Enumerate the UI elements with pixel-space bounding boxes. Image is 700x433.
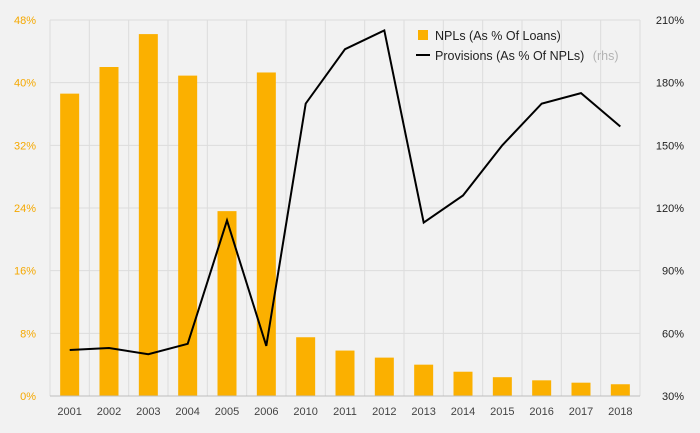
left-axis-tick-label: 32% (14, 140, 36, 152)
right-axis-tick-label: 150% (656, 140, 684, 152)
x-axis-tick-label: 2015 (490, 406, 514, 418)
x-axis-tick-label: 2005 (215, 406, 239, 418)
left-axis-tick-label: 16% (14, 266, 36, 278)
x-axis-tick-label: 2012 (372, 406, 396, 418)
x-axis-tick-label: 2018 (608, 406, 632, 418)
left-axis-tick-label: 40% (14, 78, 36, 90)
left-axis-tick-label: 0% (20, 391, 36, 403)
bar (335, 350, 355, 396)
left-axis-tick-label: 8% (20, 328, 36, 340)
right-axis-tick-label: 30% (662, 391, 684, 403)
bar (610, 384, 630, 396)
bar-series (60, 34, 630, 396)
legend-label-provisions-name: Provisions (As % Of NPLs) (435, 49, 584, 63)
right-axis-tick-label: 210% (656, 15, 684, 27)
bar (571, 382, 591, 396)
right-axis-tick-label: 120% (656, 203, 684, 215)
bar (414, 364, 434, 396)
legend-label-npls: NPLs (As % Of Loans) (435, 29, 561, 43)
axes: 0% 8% 16% 24% 32% 40% 48% 30% 60% 90% 120% 150% 180%… (14, 15, 684, 418)
x-axis-tick-label: 2014 (451, 406, 475, 418)
grid (49, 19, 641, 396)
provisions-line (69, 28, 621, 356)
left-axis-tick-label: 24% (14, 203, 36, 215)
bar (532, 380, 552, 396)
x-axis-tick-label: 2006 (254, 406, 278, 418)
x-axis-tick-label: 2017 (569, 406, 593, 418)
x-axis-tick-label: 2001 (57, 406, 81, 418)
bar (453, 371, 473, 396)
bar (296, 337, 316, 396)
x-axis-tick-label: 2002 (97, 406, 121, 418)
x-axis-tick-label: 2010 (293, 406, 317, 418)
bar (99, 67, 119, 396)
right-axis-tick-label: 180% (656, 78, 684, 90)
right-axis-tick-label: 60% (662, 328, 684, 340)
x-axis-tick-label: 2016 (529, 406, 553, 418)
bar (374, 357, 394, 396)
bar (492, 377, 512, 396)
legend-swatch-npls (418, 30, 428, 40)
legend-label-provisions-rhs: (rhs) (593, 49, 619, 63)
bar (138, 34, 158, 396)
x-axis-tick-label: 2011 (333, 406, 357, 418)
left-axis-tick-label: 48% (14, 15, 36, 27)
line-series (69, 28, 621, 356)
x-axis-tick-label: 2013 (411, 406, 435, 418)
bar (60, 93, 80, 396)
right-axis-tick-label: 90% (662, 266, 684, 278)
bar (256, 72, 276, 396)
x-axis-tick-label: 2004 (175, 406, 199, 418)
x-axis-tick-label: 2003 (136, 406, 160, 418)
legend-label-provisions: Provisions (As % Of NPLs) (rhs) (435, 47, 619, 64)
bar (217, 211, 237, 396)
bar (178, 75, 198, 396)
legend: NPLs (As % Of Loans) Provisions (As % Of… (416, 29, 619, 64)
